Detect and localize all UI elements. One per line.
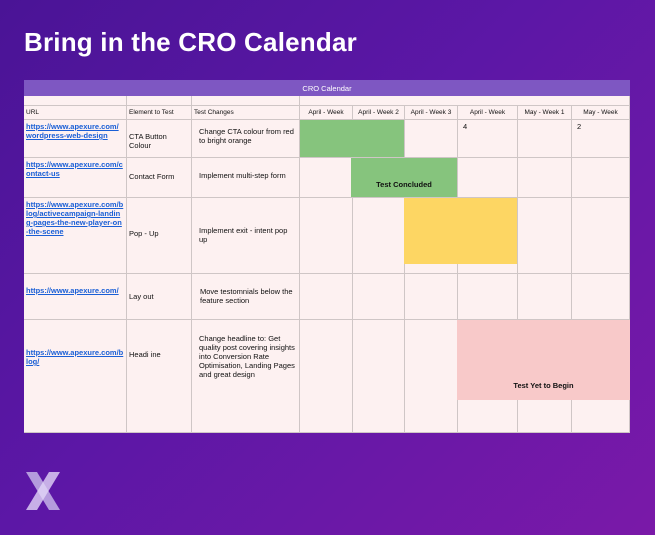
table-row-3-element: Pop - Up (127, 198, 192, 274)
table-row-1-element: CTA Button Colour (127, 120, 192, 158)
x-logo-icon (26, 472, 60, 510)
table-row-1-w5 (518, 120, 572, 158)
status-fill-yellow (404, 198, 517, 264)
table-row-5-w1 (300, 320, 353, 433)
page-headline: Bring in the CRO Calendar (24, 27, 357, 57)
table-row-1-w6: 2 (572, 120, 630, 158)
table-row-5-url: https://www.apexure.com/blog/ (24, 320, 127, 433)
table-row-5-w3 (405, 320, 458, 433)
table-row-4-w1 (300, 274, 353, 320)
table-row-4-element: Lay out (127, 274, 192, 320)
table-row-5-element: Headi ine (127, 320, 192, 433)
status-label-test-concluded: Test Concluded (376, 179, 432, 189)
table-row-3-url: https://www.apexure.com/blog/activecampa… (24, 198, 127, 274)
table-row-2-w4 (458, 158, 518, 198)
row-url-link[interactable]: https://www.apexure.com/blog/ (26, 348, 124, 366)
header-spacer-changes (192, 96, 300, 106)
header-week-4: April - Week (458, 106, 518, 120)
header-week-1: April - Week (300, 106, 353, 120)
table-row-5-w2 (353, 320, 405, 433)
header-changes: Test Changes (192, 106, 300, 120)
row-url-link[interactable]: https://www.apexure.com/blog/activecampa… (26, 200, 124, 236)
header-week-3: April - Week 3 (405, 106, 458, 120)
row-url-link[interactable]: https://www.apexure.com/wordpress-web-de… (26, 122, 119, 140)
table-row-2-w6 (572, 158, 630, 198)
table-row-3-w2 (353, 198, 405, 274)
table-row-3-w5 (518, 198, 572, 274)
table-row-5-changes: Change headline to: Get quality post cov… (192, 320, 300, 433)
header-url: URL (24, 106, 127, 120)
table-row-4-changes: Move testomnials below the feature secti… (192, 274, 300, 320)
table-row-3-w1 (300, 198, 353, 274)
header-week-5: May - Week 1 (518, 106, 572, 120)
table-row-3-w6 (572, 198, 630, 274)
table-row-4-w5 (518, 274, 572, 320)
row-url-link[interactable]: https://www.apexure.com/ (26, 286, 119, 295)
table-row-4-w3 (405, 274, 458, 320)
table-row-3-changes: Implement exit - intent pop up (192, 198, 300, 274)
header-spacer-url (24, 96, 127, 106)
table-row-1-url: https://www.apexure.com/wordpress-web-de… (24, 120, 127, 158)
table-row-2-w1 (300, 158, 353, 198)
table-row-4-url: https://www.apexure.com/ (24, 274, 127, 320)
status-label-test-yet-to-begin: Test Yet to Begin (513, 380, 574, 390)
table-row-2-element: Contact Form (127, 158, 192, 198)
row-url-link[interactable]: https://www.apexure.com/contact-us (26, 160, 123, 178)
header-week-2: April - Week 2 (353, 106, 405, 120)
table-row-2-changes: Implement multi-step form (192, 158, 300, 198)
status-fill-green-row-1 (300, 120, 404, 157)
table-row-2-w5 (518, 158, 572, 198)
cro-calendar-sheet: CRO Calendar URL Element to Test Test Ch… (24, 80, 630, 433)
table-row-1-w4: 4 (458, 120, 518, 158)
header-week-6: May - Week (572, 106, 630, 120)
table-row-1-changes: Change CTA colour from red to bright ora… (192, 120, 300, 158)
table-row-2-url: https://www.apexure.com/contact-us (24, 158, 127, 198)
status-fill-pink (457, 320, 630, 400)
calendar-title: CRO Calendar (24, 80, 630, 96)
table-row-1-w3 (405, 120, 458, 158)
status-fill-green-row-2 (351, 158, 457, 197)
header-spacer-weeks (300, 96, 630, 106)
table-row-4-w4 (458, 274, 518, 320)
table-row-4-w6 (572, 274, 630, 320)
header-element: Element to Test (127, 106, 192, 120)
table-row-4-w2 (353, 274, 405, 320)
header-spacer-element (127, 96, 192, 106)
table-row-2-w3 (405, 158, 458, 198)
table-row-3-w4 (458, 198, 518, 274)
table-row-1-w2 (353, 120, 405, 158)
